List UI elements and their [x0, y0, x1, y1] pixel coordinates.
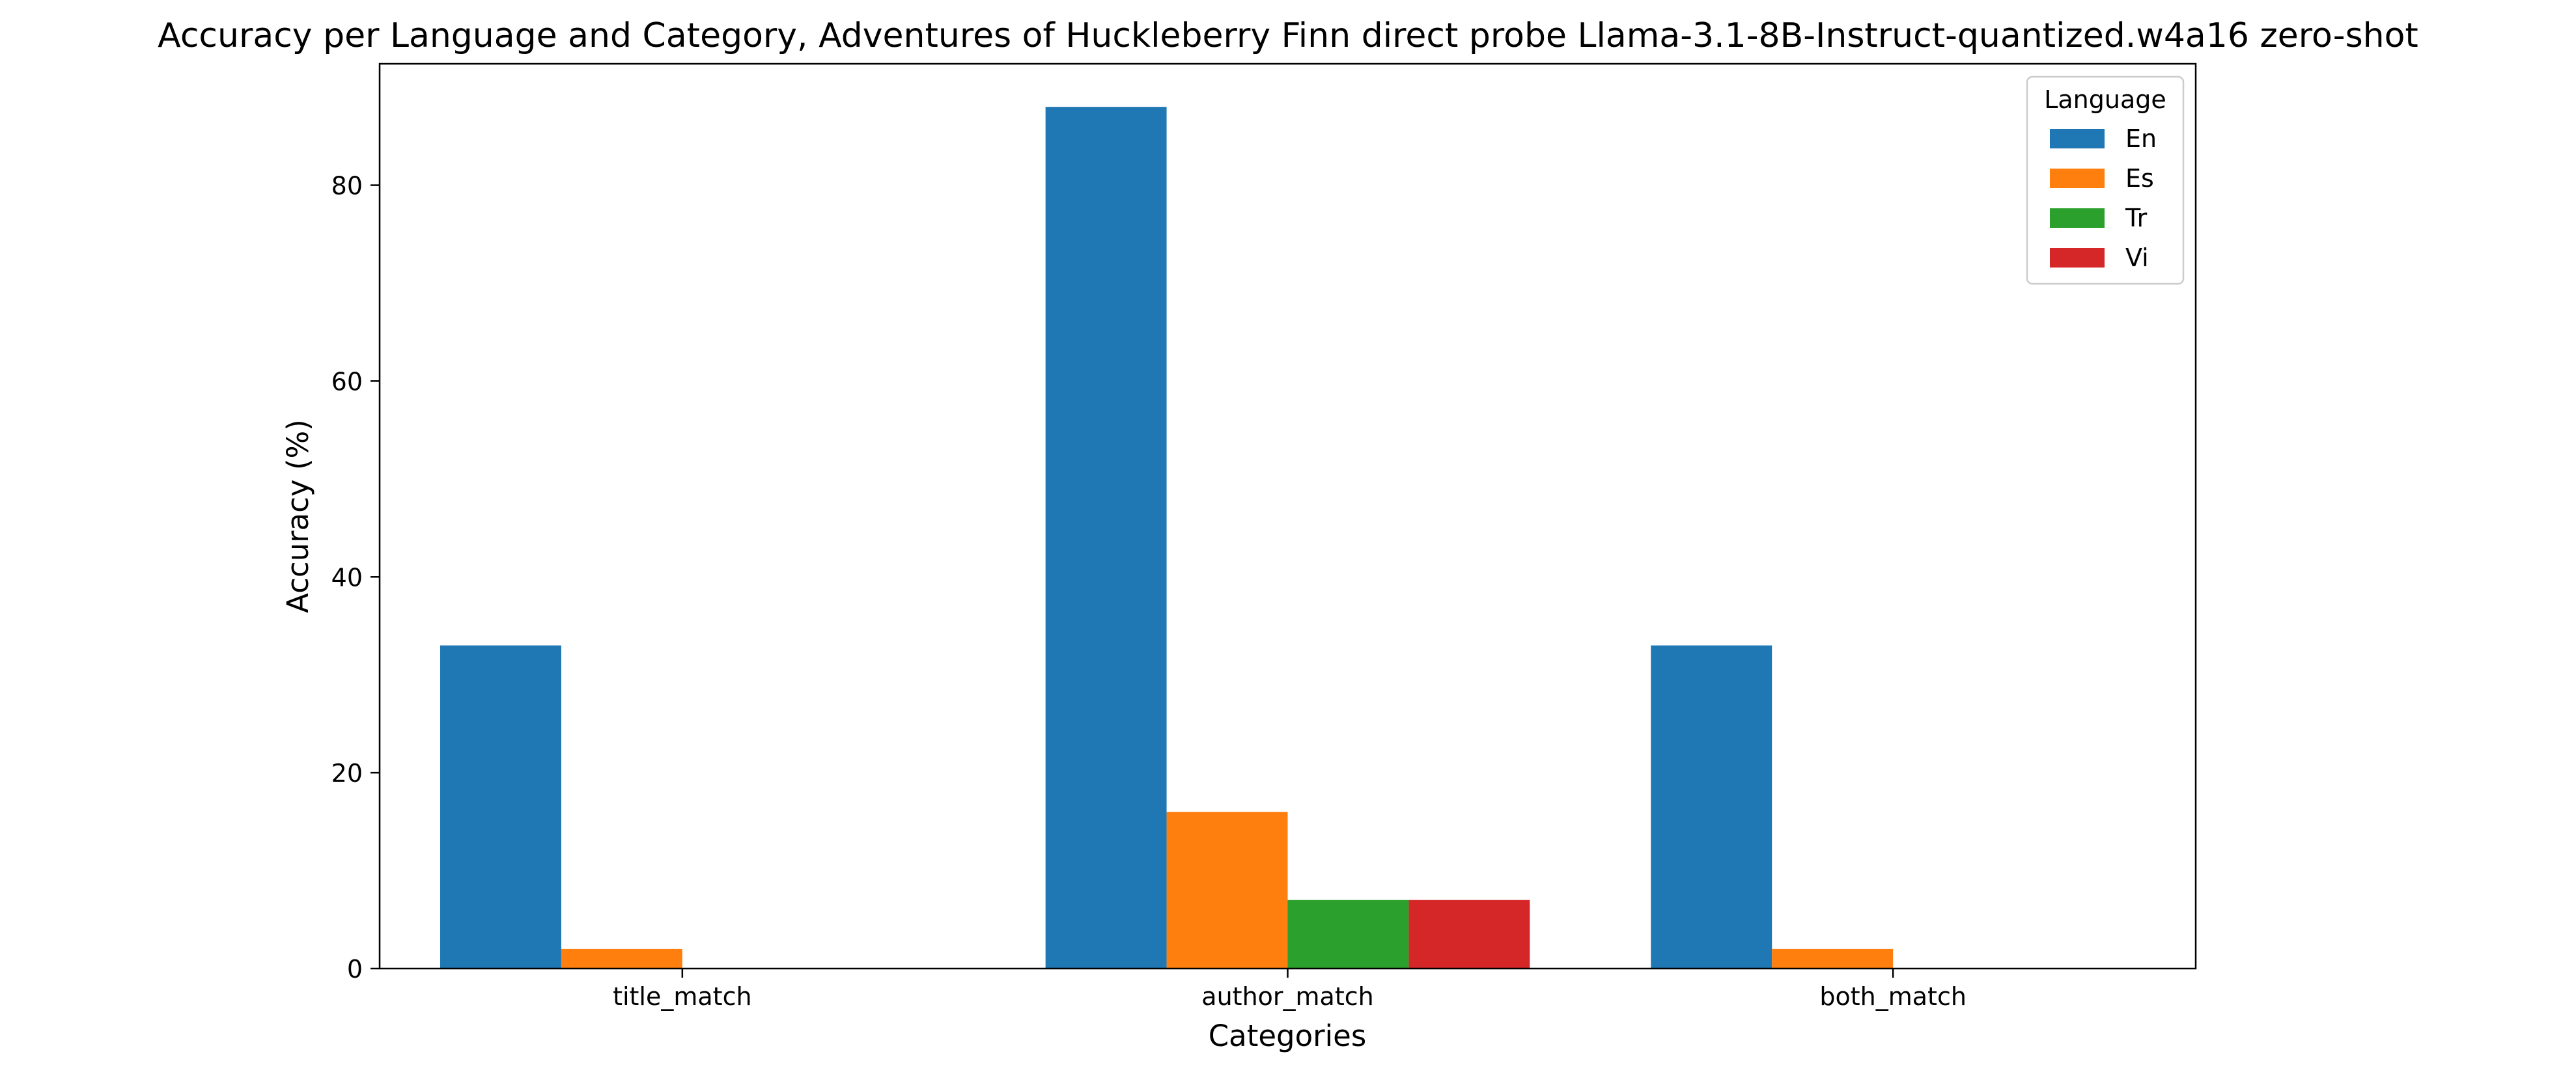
- bar-en-title-match: [440, 645, 561, 969]
- bar-en-author-match: [1045, 107, 1167, 969]
- y-tick-label: 60: [331, 367, 363, 396]
- y-axis-label: Accuracy (%): [281, 419, 315, 613]
- bar-es-author-match: [1166, 812, 1288, 969]
- y-tick-label: 0: [347, 955, 363, 984]
- y-tick-label: 20: [331, 759, 363, 788]
- x-tick-label: title_match: [613, 982, 751, 1011]
- legend-frame: [2026, 76, 2185, 285]
- bar-vi-author-match: [1408, 900, 1530, 969]
- legend: Language En Es Tr Vi: [2026, 76, 2185, 285]
- bar-es-title-match: [561, 948, 682, 969]
- y-tick-label: 80: [331, 172, 363, 200]
- legend-label-en: En: [2125, 124, 2157, 153]
- legend-items: En Es Tr Vi: [2050, 124, 2157, 272]
- legend-swatch-vi: [2050, 248, 2105, 268]
- legend-label-es: Es: [2125, 164, 2154, 193]
- bars-group: [440, 107, 1894, 969]
- y-axis: 0 20 40 60 80: [331, 172, 380, 984]
- y-tick-label: 40: [331, 563, 363, 592]
- x-axis-label: Categories: [1209, 1019, 1367, 1053]
- legend-label-vi: Vi: [2125, 243, 2149, 272]
- x-axis: title_match author_match both_match: [613, 969, 1967, 1011]
- legend-swatch-tr: [2050, 208, 2105, 228]
- legend-swatch-es: [2050, 169, 2105, 188]
- x-tick-label: both_match: [1819, 982, 1967, 1011]
- bar-en-both-match: [1651, 645, 1772, 969]
- legend-swatch-en: [2050, 129, 2105, 148]
- legend-label-tr: Tr: [2125, 204, 2148, 232]
- bar-es-both-match: [1772, 948, 1894, 969]
- x-tick-label: author_match: [1201, 982, 1373, 1011]
- legend-title: Language: [2044, 85, 2166, 114]
- chart-title: Accuracy per Language and Category, Adve…: [158, 16, 2418, 55]
- bar-tr-author-match: [1287, 900, 1409, 969]
